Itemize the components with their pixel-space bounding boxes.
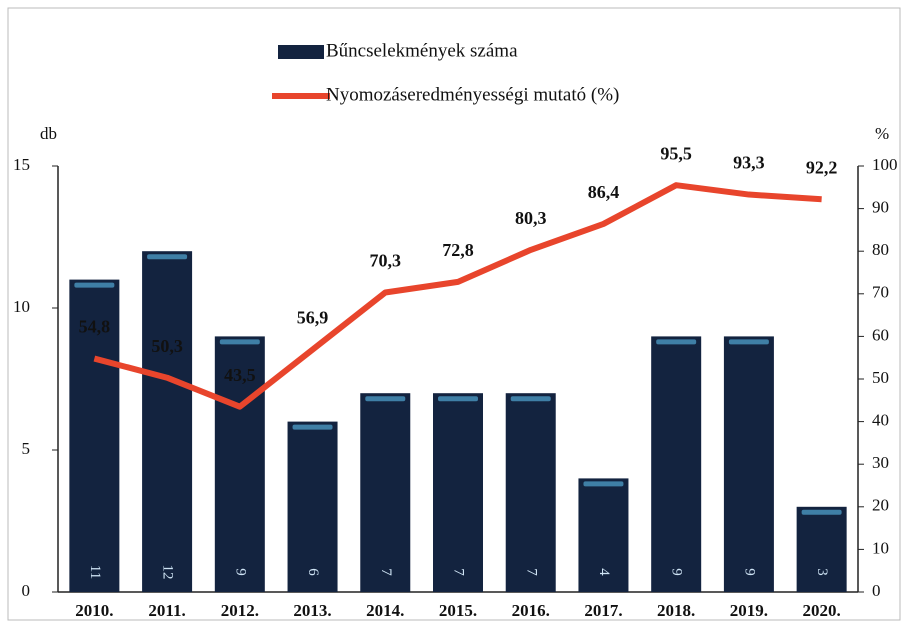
bar [142, 251, 192, 592]
bar-value-label: 4 [596, 568, 612, 576]
y2-tick-label: 10 [872, 538, 889, 557]
x-tick-label: 2014. [366, 601, 404, 620]
bar-highlight [656, 339, 696, 344]
x-tick-label: 2010. [75, 601, 113, 620]
line-value-label: 56,9 [297, 308, 329, 328]
line-value-label: 72,8 [442, 240, 474, 260]
legend-swatch [278, 45, 324, 59]
legend-label: Nyomozáseredményességi mutató (%) [326, 84, 619, 105]
bar-highlight [220, 339, 260, 344]
y-tick-label: 5 [22, 439, 31, 458]
line-value-label: 92,2 [806, 157, 838, 177]
bar [797, 507, 847, 592]
bar-value-label: 9 [232, 568, 248, 576]
line-value-label: 43,5 [224, 365, 256, 385]
line-value-label: 93,3 [733, 153, 765, 173]
x-tick-label: 2018. [657, 601, 695, 620]
y-axis-label: db [40, 124, 57, 143]
bar-highlight [802, 510, 842, 515]
y2-tick-label: 70 [872, 283, 889, 302]
y2-axis-label: % [875, 124, 889, 143]
bar-highlight [583, 481, 623, 486]
bar [651, 336, 701, 592]
line-value-label: 70,3 [370, 251, 402, 271]
y2-tick-label: 50 [872, 368, 889, 387]
bar-value-label: 12 [160, 565, 176, 580]
bar-highlight [365, 396, 405, 401]
bar [360, 393, 410, 592]
y2-tick-label: 30 [872, 453, 889, 472]
x-tick-label: 2015. [439, 601, 477, 620]
page: db % 0 5 10 15 0 10 20 30 40 50 60 70 80 90 100 11 12 9 6 7… [0, 0, 908, 627]
line-value-label: 54,8 [79, 317, 111, 337]
x-tick-label: 2013. [293, 601, 331, 620]
y2-tick-label: 60 [872, 325, 889, 344]
bar [433, 393, 483, 592]
x-tick-label: 2017. [584, 601, 622, 620]
bar [288, 422, 338, 592]
bar-value-label: 11 [87, 565, 103, 579]
bar-highlight [511, 396, 551, 401]
y-tick-label: 15 [13, 155, 30, 174]
bar-value-label: 7 [523, 568, 539, 576]
x-tick-label: 2016. [512, 601, 550, 620]
y-tick-label: 10 [13, 297, 30, 316]
bar-highlight [438, 396, 478, 401]
bar-highlight [147, 254, 187, 259]
y2-tick-label: 90 [872, 198, 889, 217]
bar [506, 393, 556, 592]
bar-highlight [729, 339, 769, 344]
line-value-label: 80,3 [515, 208, 547, 228]
x-tick-label: 2011. [148, 601, 185, 620]
bar-value-label: 9 [741, 568, 757, 576]
bar-value-label: 9 [669, 568, 685, 576]
line-value-label: 50,3 [151, 336, 183, 356]
bar-highlight [293, 425, 333, 430]
y2-tick-label: 100 [872, 155, 898, 174]
legend-label: Bűncselekmények száma [326, 40, 518, 61]
bar-highlight [74, 283, 114, 288]
bar [724, 336, 774, 592]
bar-value-label: 7 [451, 568, 467, 576]
y2-tick-label: 40 [872, 411, 889, 430]
bar-value-label: 7 [378, 568, 394, 576]
x-tick-label: 2019. [730, 601, 768, 620]
y2-tick-label: 20 [872, 496, 889, 515]
bar-value-label: 6 [305, 568, 321, 576]
line-value-label: 86,4 [588, 182, 620, 202]
chart: db % 0 5 10 15 0 10 20 30 40 50 60 70 80 90 100 11 12 9 6 7… [0, 0, 908, 627]
x-tick-label: 2020. [803, 601, 841, 620]
y2-tick-label: 80 [872, 240, 889, 259]
x-tick-label: 2012. [221, 601, 259, 620]
y2-tick-label: 0 [872, 581, 881, 600]
bar-value-label: 3 [814, 568, 830, 576]
y-tick-label: 0 [22, 581, 31, 600]
line-value-label: 95,5 [660, 143, 692, 163]
